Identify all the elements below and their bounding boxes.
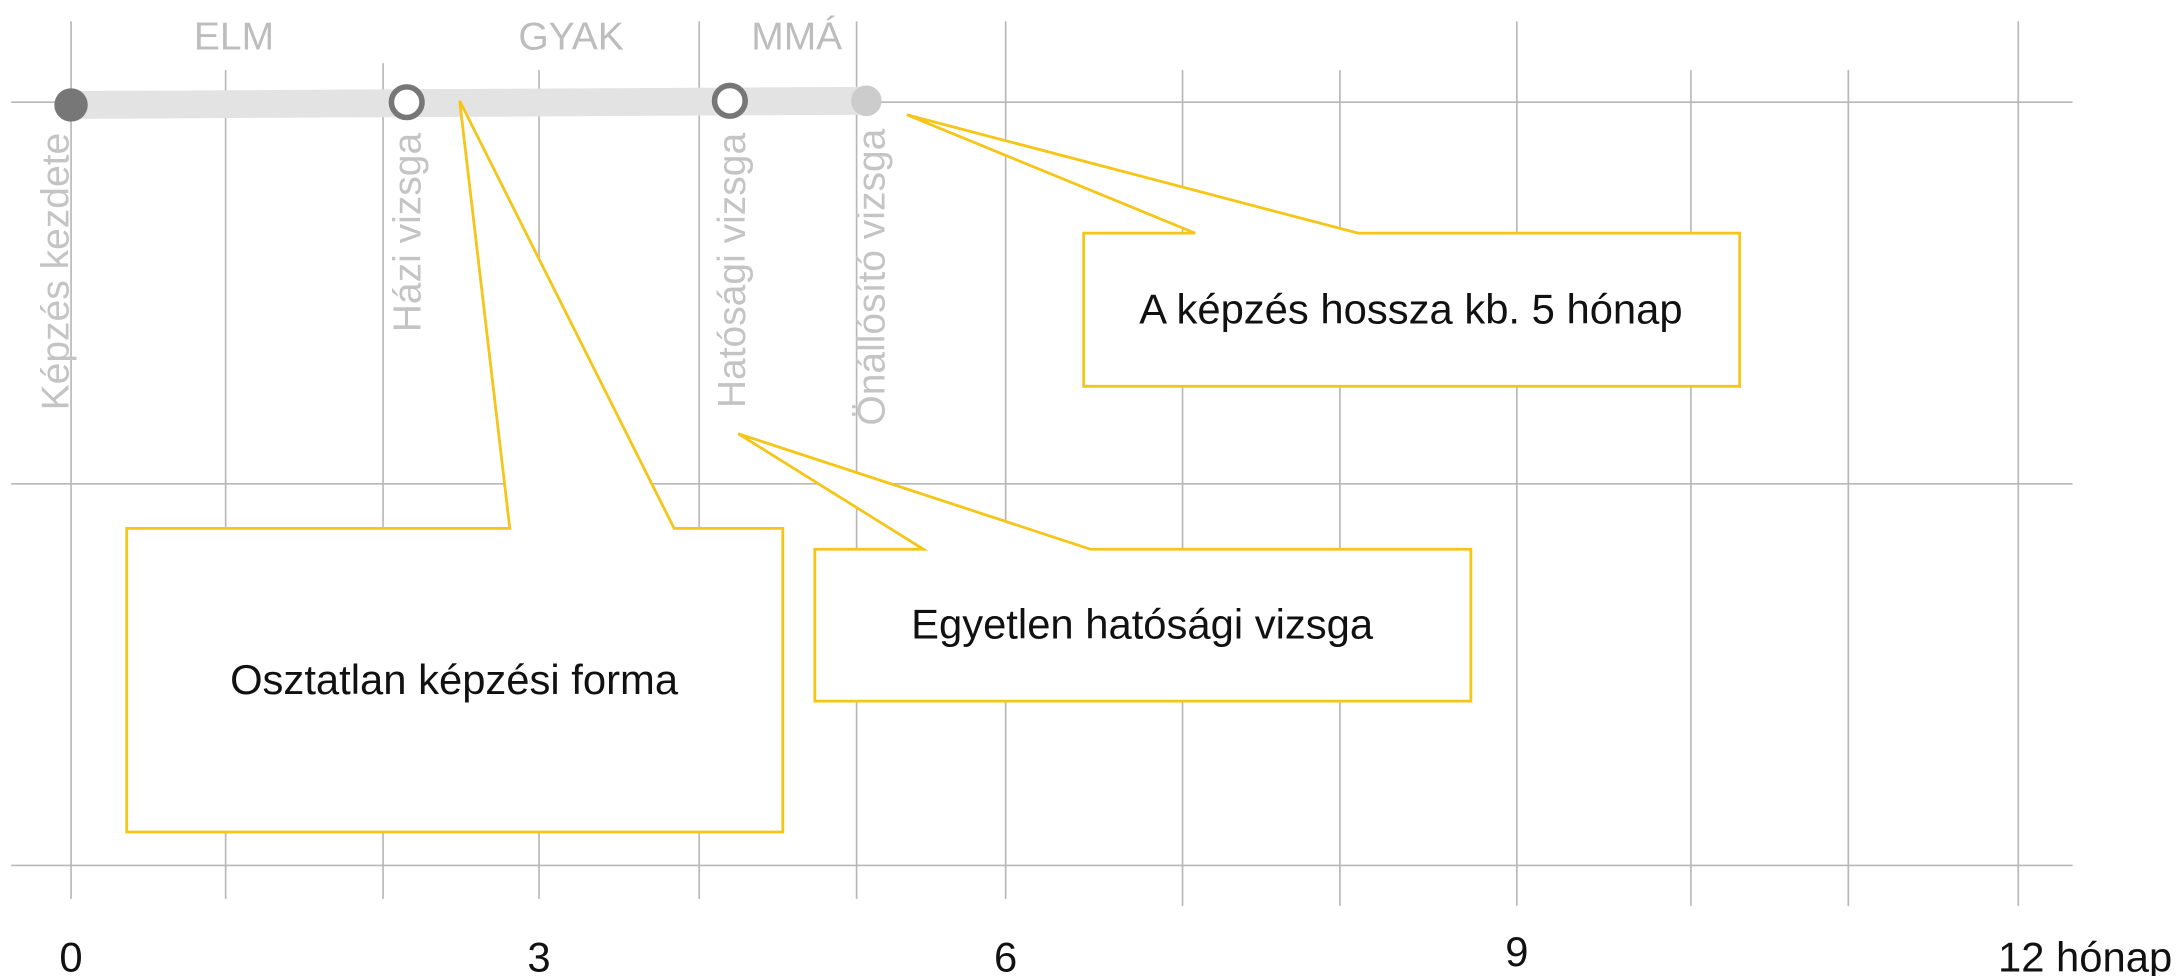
axis-label: 12 hónap <box>1998 933 2172 976</box>
axis-label: 3 <box>527 933 550 976</box>
milestone-label: Önállósító vizsga <box>850 128 893 425</box>
callout-text: A képzés hossza kb. 5 hónap <box>1139 286 1682 333</box>
phase-label: MMÁ <box>751 15 842 58</box>
milestone-dot <box>388 84 425 121</box>
callout-box <box>125 100 785 834</box>
phase-label: GYAK <box>518 15 623 58</box>
callout-text: Egyetlen hatósági vizsga <box>911 600 1374 647</box>
callout-box <box>906 113 1742 388</box>
axis-label: 9 <box>1505 928 1528 975</box>
axis-label: 0 <box>59 933 82 976</box>
phase-label: ELM <box>194 15 274 58</box>
callout-text: Osztatlan képzési forma <box>230 656 679 703</box>
milestone-label: Képzés kezdete <box>34 133 77 411</box>
milestone-dot <box>711 82 748 119</box>
milestone-dot <box>54 88 88 122</box>
axis-label: 6 <box>994 933 1017 976</box>
milestone-label: Házi vizsga <box>387 133 430 333</box>
milestone-label: Hatósági vizsga <box>711 133 754 409</box>
callout-box <box>737 432 1473 703</box>
milestone-dot <box>851 85 882 117</box>
